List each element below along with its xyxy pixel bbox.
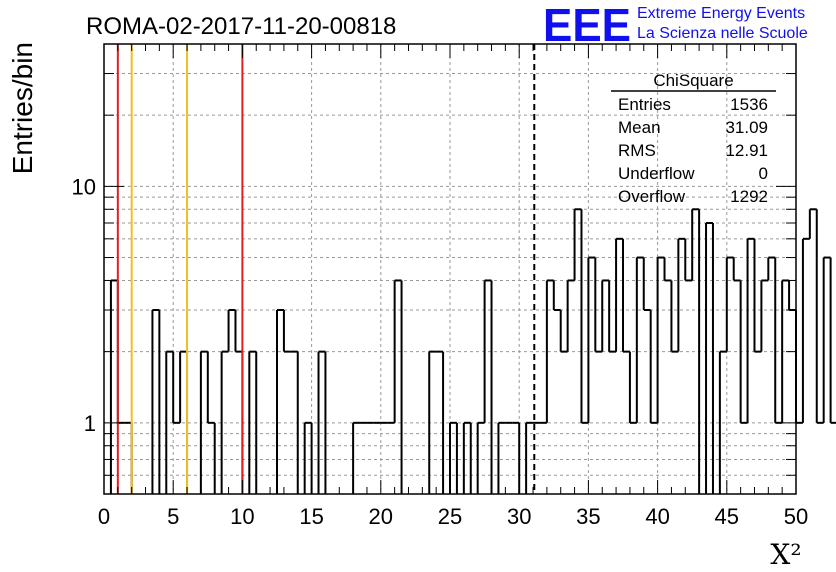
eee-logo: EEE Extreme Energy Events La Scienza nel… <box>543 0 808 51</box>
y-axis-label: Entries/bin <box>7 42 38 174</box>
stats-value: 0 <box>759 164 768 183</box>
x-tick-label: 20 <box>369 504 393 529</box>
x-tick-label: 15 <box>299 504 323 529</box>
x-tick-label: 45 <box>715 504 739 529</box>
x-tick-label: 30 <box>507 504 531 529</box>
y-tick-label: 10 <box>72 174 96 199</box>
axes <box>103 43 797 495</box>
x-tick-labels: 0 5 10 15 20 25 30 35 40 45 50 <box>98 504 808 529</box>
stats-label: Mean <box>618 118 661 137</box>
logo-line-2: La Scienza nelle Scuole <box>637 25 808 42</box>
x-tick-label: 40 <box>645 504 669 529</box>
x-tick-label: 25 <box>438 504 462 529</box>
x-tick-label: 5 <box>167 504 179 529</box>
x-tick-label: 50 <box>784 504 808 529</box>
histogram <box>109 208 836 494</box>
stats-value: 31.09 <box>725 118 768 137</box>
x-axis-label: X² <box>770 538 801 571</box>
x-tick-label: 35 <box>576 504 600 529</box>
stats-label: Entries <box>618 95 671 114</box>
stats-box: ChiSquare Entries 1536 Mean 31.09 RMS 12.91 Und… <box>611 71 776 206</box>
chart-title: ROMA-02-2017-11-20-00818 <box>86 13 396 40</box>
stats-value: 1292 <box>730 187 768 206</box>
y-tick-label: 1 <box>84 411 96 436</box>
y-tick-labels: 1 10 <box>72 174 96 435</box>
stats-title: ChiSquare <box>653 71 733 90</box>
stats-label: Underflow <box>618 164 695 183</box>
stats-value: 1536 <box>730 95 768 114</box>
stats-value: 12.91 <box>725 141 768 160</box>
stats-label: Overflow <box>618 187 686 206</box>
x-tick-label: 10 <box>230 504 254 529</box>
logo-line-1: Extreme Energy Events <box>637 5 805 22</box>
logo-mark: EEE <box>543 0 631 51</box>
stats-label: RMS <box>618 141 656 160</box>
x-tick-label: 0 <box>98 504 110 529</box>
reference-lines <box>116 44 536 494</box>
